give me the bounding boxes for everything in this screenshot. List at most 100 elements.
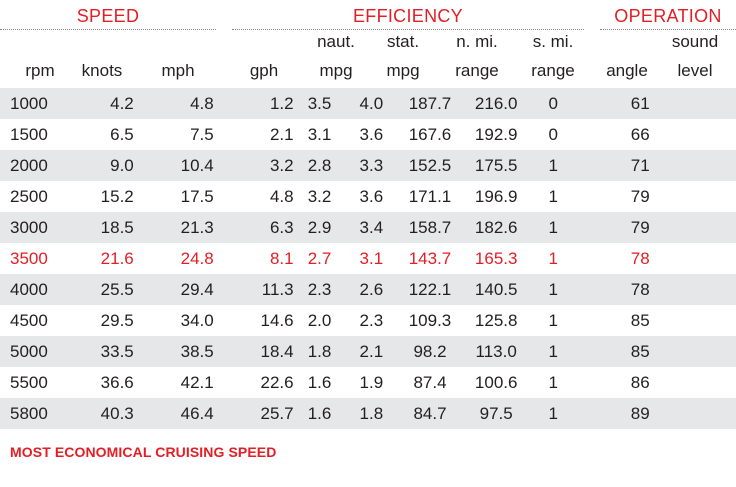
group-header-efficiency: EFFICIENCY xyxy=(352,6,463,26)
cell-smi-range: 100.6 xyxy=(474,372,518,392)
cell-rpm: 5500 xyxy=(10,372,48,392)
column-header-mph: mph xyxy=(161,61,195,80)
cell-gph: 14.6 xyxy=(260,310,294,330)
cell-nmi-range: 167.6 xyxy=(408,124,452,144)
cell-rpm: 5800 xyxy=(0,398,69,429)
cell-stat-mpg: 2.1 xyxy=(345,336,398,367)
cell-smi-range: 182.6 xyxy=(462,212,530,243)
cell-gph: 11.3 xyxy=(235,274,294,305)
table-row: 2500 15.2 17.5 4.8 3.2 3.6 171.1 196.9 1 79 xyxy=(0,181,736,212)
cell-knots: 33.5 xyxy=(68,336,146,367)
cell-rpm: 2000 xyxy=(0,150,69,181)
cell-angle: 0 xyxy=(529,88,577,119)
cell-nmi-range: 87.4 xyxy=(413,372,447,392)
cell-sound-level: 79 xyxy=(576,212,736,243)
cell-naut-mpg: 2.8 xyxy=(293,150,346,181)
cell-naut-mpg: 3.2 xyxy=(307,186,332,206)
cell-smi-range: 175.5 xyxy=(462,150,530,181)
table-row: 3000 18.5 21.3 6.3 2.9 3.4 158.7 182.6 1 79 xyxy=(0,212,736,243)
cell-gph: 25.7 xyxy=(235,398,294,429)
cell-stat-mpg: 3.3 xyxy=(345,150,398,181)
cell-angle: 1 xyxy=(548,310,558,330)
cell-smi-range: 192.9 xyxy=(474,124,518,144)
column-header-nmi-range: range xyxy=(455,61,499,80)
cell-smi-range: 216.0 xyxy=(462,88,530,119)
column-header-stat-mpg-top: stat. xyxy=(386,32,420,51)
cell-smi-range: 125.8 xyxy=(474,310,518,330)
cell-gph: 1.2 xyxy=(235,88,294,119)
cell-gph: 18.4 xyxy=(235,336,294,367)
cell-sound-level: 61 xyxy=(576,88,736,119)
cell-rpm: 3500 xyxy=(10,248,48,268)
cell-rpm: 1500 xyxy=(10,124,48,144)
cell-knots: 9.0 xyxy=(68,150,146,181)
cell-stat-mpg: 1.9 xyxy=(359,372,384,392)
cell-nmi-range: 158.7 xyxy=(397,212,463,243)
cell-rpm: 2500 xyxy=(10,186,48,206)
cell-knots: 25.5 xyxy=(68,274,146,305)
cell-stat-mpg: 4.0 xyxy=(345,88,398,119)
cell-stat-mpg: 3.4 xyxy=(345,212,398,243)
cell-mph: 38.5 xyxy=(145,336,236,367)
cell-sound-level: 85 xyxy=(630,310,650,330)
cell-knots: 21.6 xyxy=(100,248,134,268)
column-header-stat-mpg: mpg xyxy=(386,61,420,80)
cell-mph: 17.5 xyxy=(180,186,214,206)
table-row: 5000 33.5 38.5 18.4 1.8 2.1 98.2 113.0 1 85 xyxy=(0,336,736,367)
cell-gph: 2.1 xyxy=(269,124,294,144)
cell-rpm: 4000 xyxy=(0,274,69,305)
cell-stat-mpg: 3.6 xyxy=(359,124,384,144)
cell-mph: 29.4 xyxy=(145,274,236,305)
cell-gph: 6.3 xyxy=(235,212,294,243)
cell-knots: 29.5 xyxy=(100,310,134,330)
table-row: 2000 9.0 10.4 3.2 2.8 3.3 152.5 175.5 1 71 xyxy=(0,150,736,181)
cell-angle: 1 xyxy=(548,186,558,206)
cell-angle: 1 xyxy=(529,150,577,181)
column-header-gph: gph xyxy=(249,61,279,80)
cell-sound-level: 89 xyxy=(576,398,736,429)
column-header-sound-level-top: sound xyxy=(671,32,719,51)
column-header-naut-mpg: mpg xyxy=(319,61,353,80)
table-row: 4500 29.5 34.0 14.6 2.0 2.3 109.3 125.8 1 85 xyxy=(0,305,736,336)
cell-stat-mpg: 2.6 xyxy=(345,274,398,305)
table-row: 4000 25.5 29.4 11.3 2.3 2.6 122.1 140.5 1 78 xyxy=(0,274,736,305)
cell-sound-level: 71 xyxy=(576,150,736,181)
cell-sound-level: 85 xyxy=(576,336,736,367)
cell-rpm: 1000 xyxy=(0,88,69,119)
cell-angle: 1 xyxy=(529,212,577,243)
cell-naut-mpg: 2.0 xyxy=(307,310,332,330)
cell-nmi-range: 152.5 xyxy=(397,150,463,181)
column-header-naut-mpg-top: naut. xyxy=(317,32,355,51)
cell-mph: 24.8 xyxy=(180,248,214,268)
cell-angle: 1 xyxy=(548,248,558,268)
cell-smi-range: 113.0 xyxy=(462,336,530,367)
cell-sound-level: 78 xyxy=(630,248,650,268)
cell-mph: 42.1 xyxy=(180,372,214,392)
cell-angle: 1 xyxy=(529,274,577,305)
cell-naut-mpg: 1.6 xyxy=(293,398,346,429)
table-row: 5800 40.3 46.4 25.7 1.6 1.8 84.7 97.5 1 89 xyxy=(0,398,736,429)
cell-gph: 4.8 xyxy=(269,186,294,206)
cell-mph: 7.5 xyxy=(190,124,214,144)
table-row: 1500 6.5 7.5 2.1 3.1 3.6 167.6 192.9 0 66 xyxy=(0,119,736,150)
cell-knots: 18.5 xyxy=(68,212,146,243)
cell-sound-level: 79 xyxy=(630,186,650,206)
cell-mph: 46.4 xyxy=(145,398,236,429)
table-row: 1000 4.2 4.8 1.2 3.5 4.0 187.7 216.0 0 61 xyxy=(0,88,736,119)
cell-knots: 4.2 xyxy=(68,88,146,119)
column-header-smi-range-top: s. mi. xyxy=(532,32,574,51)
group-header-speed: SPEED xyxy=(76,6,140,26)
cell-mph: 10.4 xyxy=(145,150,236,181)
cell-naut-mpg: 2.9 xyxy=(293,212,346,243)
footnote-most-economical: MOST ECONOMICAL CRUISING SPEED xyxy=(10,444,277,460)
cell-knots: 36.6 xyxy=(100,372,134,392)
cell-gph: 3.2 xyxy=(235,150,294,181)
cell-stat-mpg: 3.1 xyxy=(359,248,384,268)
group-divider-efficiency xyxy=(232,29,584,30)
cell-naut-mpg: 2.7 xyxy=(307,248,332,268)
performance-table: 1000 4.2 4.8 1.2 3.5 4.0 187.7 216.0 0 61 1500 6.5 7… xyxy=(0,88,736,429)
cell-angle: 1 xyxy=(529,398,577,429)
cell-naut-mpg: 1.8 xyxy=(293,336,346,367)
cell-smi-range: 97.5 xyxy=(462,398,530,429)
cell-stat-mpg: 1.8 xyxy=(345,398,398,429)
